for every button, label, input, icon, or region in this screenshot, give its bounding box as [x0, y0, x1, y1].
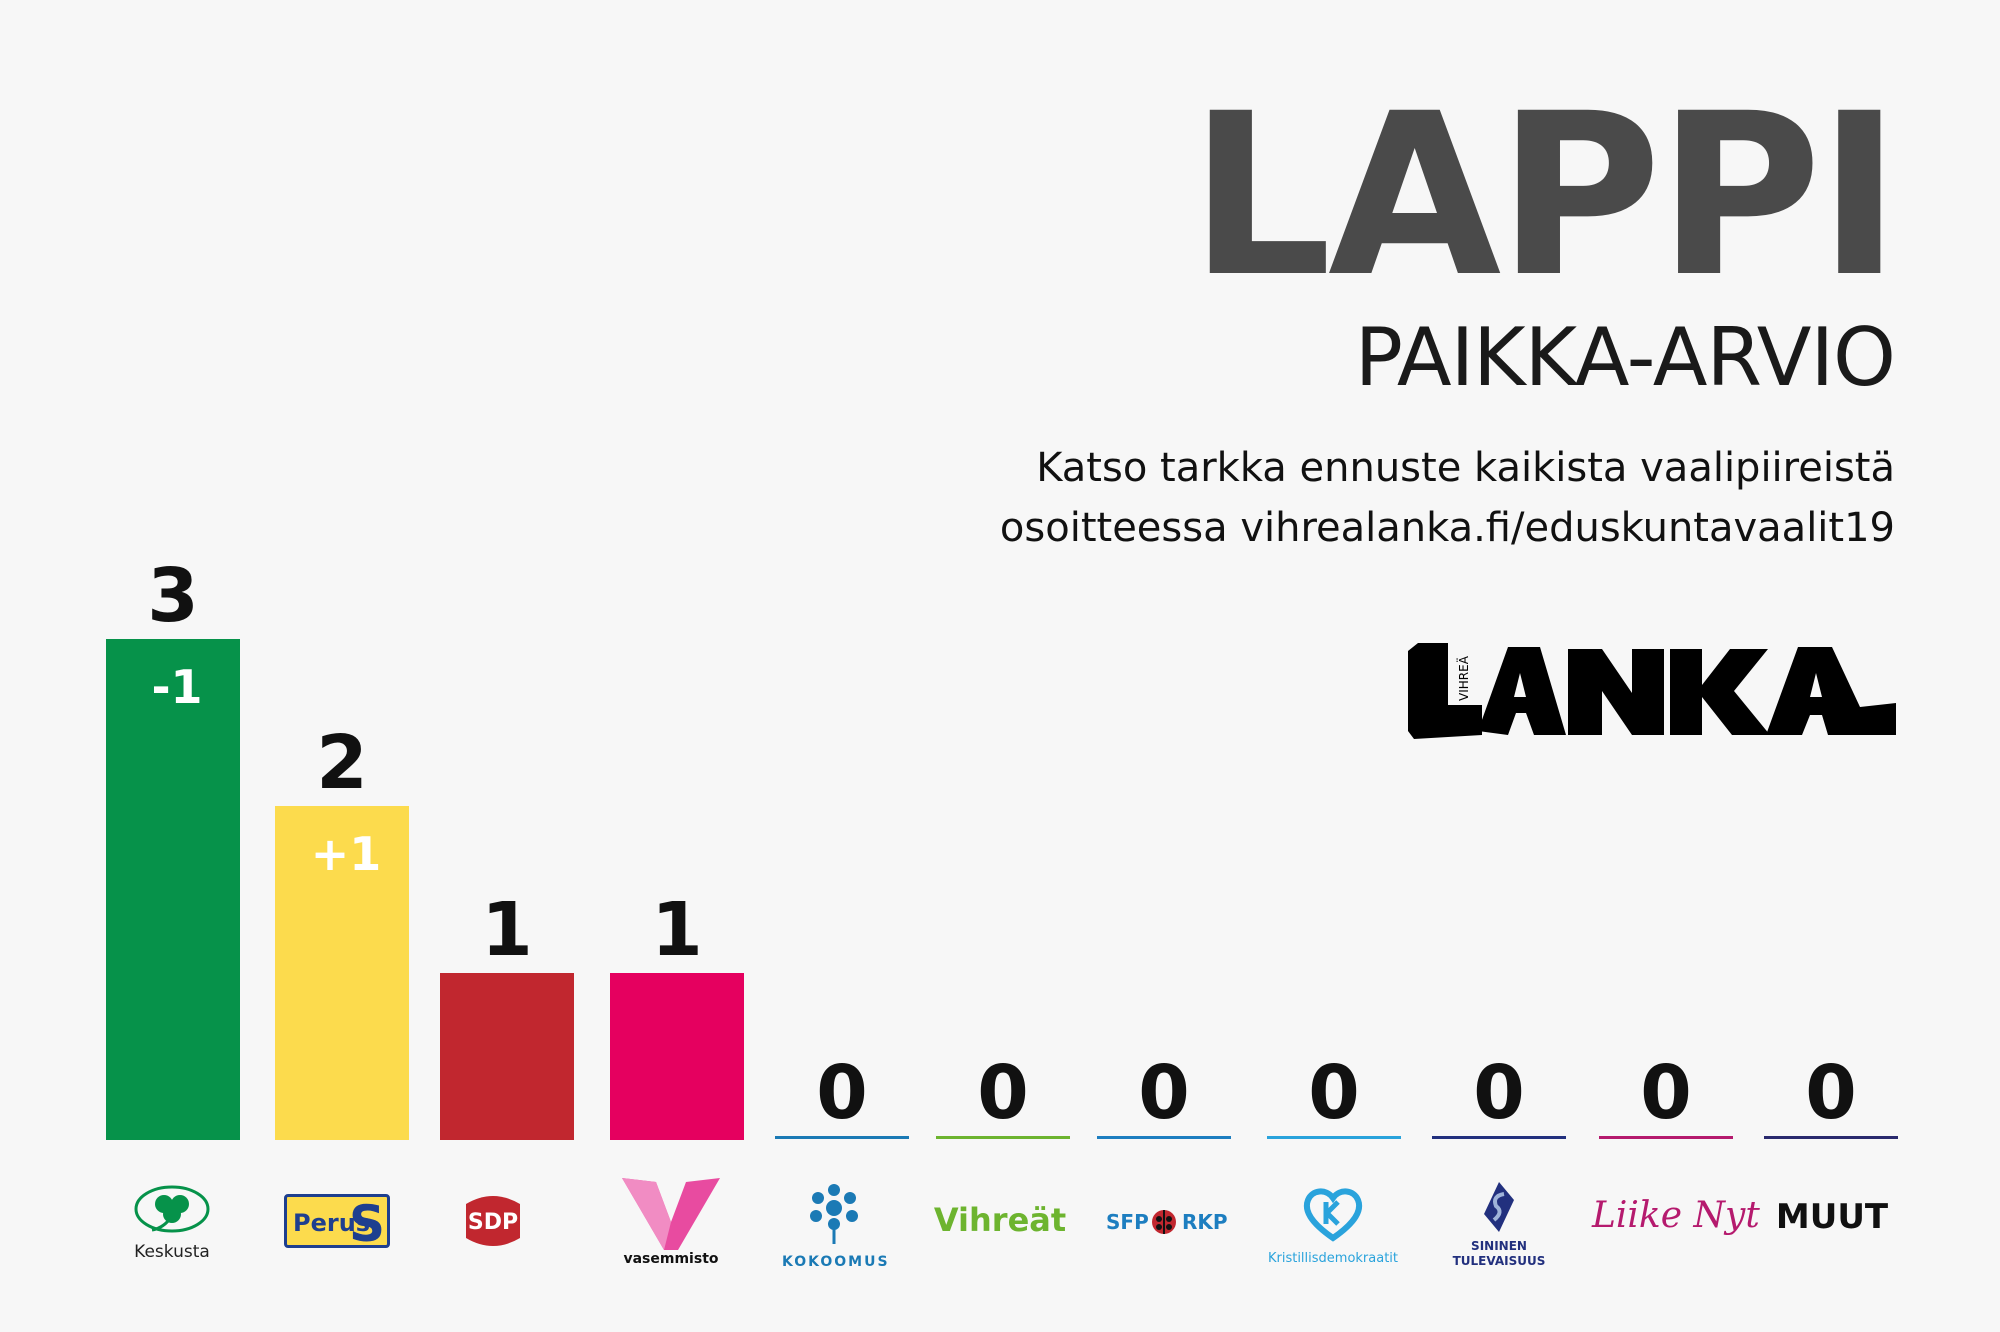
vihrea-lanka-logo: VIHREÄ [1408, 643, 1896, 739]
page-title: LAPPI [1189, 65, 1901, 326]
value-label-vasemmisto: 1 [651, 887, 703, 973]
liike-nyt-label: Liike Nyt [1592, 1195, 1760, 1236]
perus-logo: Perus S [284, 1194, 390, 1253]
baseline-sfp-rkp [1097, 1136, 1231, 1139]
value-label-kokoomus: 0 [816, 1050, 868, 1136]
perus-label: Perus [293, 1209, 371, 1237]
keskusta-label: Keskusta [134, 1242, 210, 1262]
sdp-label: SDP [467, 1210, 519, 1235]
kokoomus-cornflower-icon [810, 1184, 858, 1244]
kd-label: Kristillisdemokraatit [1267, 1251, 1399, 1266]
info-text-line1: Katso tarkka ennuste kaikista vaalipiire… [1036, 445, 1895, 491]
sininen-label-2: TULEVAISUUS [1452, 1254, 1546, 1268]
value-label-perussuomalaiset: 2 [316, 720, 368, 806]
value-label-vihre-t: 0 [977, 1050, 1029, 1136]
bar-perussuomalaiset [275, 806, 409, 1140]
bar-sdp [440, 973, 574, 1140]
change-labels-group: -1 +1 [151, 660, 381, 881]
sininen-s-icon [1484, 1182, 1514, 1232]
value-label-liike-nyt: 0 [1640, 1050, 1692, 1136]
vasemmisto-v-icon [622, 1178, 720, 1250]
baseline-liike-nyt [1599, 1136, 1733, 1139]
sininen-label-1: SININEN [1471, 1239, 1527, 1253]
rkp-ladybug-icon [1152, 1210, 1176, 1234]
baseline-muut [1764, 1136, 1898, 1139]
baseline-kristillisdemokraatit [1267, 1136, 1401, 1139]
value-label-sininen-tulevaisuus: 0 [1473, 1050, 1525, 1136]
muut-label: MUUT [1775, 1197, 1889, 1237]
bar-vasemmisto [610, 973, 744, 1140]
rkp-label: RKP [1182, 1210, 1228, 1234]
change-label-perussuomalaiset: +1 [311, 827, 382, 881]
value-label-keskusta: 3 [147, 553, 199, 639]
bars-group [106, 639, 1898, 1140]
kokoomus-label: KOKOOMUS [782, 1254, 890, 1270]
change-label-keskusta: -1 [151, 660, 202, 714]
logo-small-text: VIHREÄ [1456, 655, 1471, 701]
sfp-label: SFP [1106, 1210, 1149, 1234]
vasemmisto-label: vasemmisto [623, 1251, 719, 1267]
value-label-muut: 0 [1805, 1050, 1857, 1136]
value-label-kristillisdemokraatit: 0 [1308, 1050, 1360, 1136]
vihreat-label: Vihreät [933, 1201, 1067, 1239]
baseline-vihre-t [936, 1136, 1070, 1139]
value-label-sfp-rkp: 0 [1138, 1050, 1190, 1136]
keskusta-clover-icon [134, 1185, 210, 1233]
kd-heart-icon [1303, 1188, 1363, 1242]
bar-keskusta [106, 639, 240, 1140]
sdp-rose-icon [466, 1196, 520, 1246]
baseline-sininen-tulevaisuus [1432, 1136, 1566, 1139]
perus-s-icon: S [349, 1195, 386, 1253]
page-subtitle: PAIKKA-ARVIO [1354, 311, 1896, 404]
rkp-logo: SFP RKP [1106, 1208, 1230, 1236]
value-label-sdp: 1 [481, 887, 533, 973]
baseline-kokoomus [775, 1136, 909, 1139]
info-text-line2: osoitteessa vihrealanka.fi/eduskuntavaal… [999, 505, 1895, 551]
value-labels-group: 3 2 1 1 0 0 0 0 0 0 0 [147, 553, 1857, 1136]
